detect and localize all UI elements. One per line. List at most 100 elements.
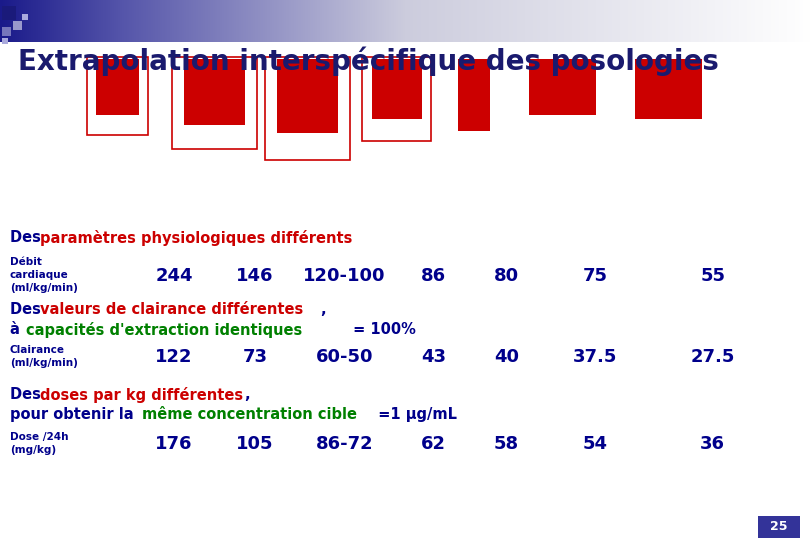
Bar: [397, 0, 398, 42]
Bar: [65, 0, 66, 42]
Bar: [97, 0, 98, 42]
Bar: [712, 0, 713, 42]
Bar: [61, 0, 62, 42]
Bar: [503, 0, 504, 42]
Bar: [616, 0, 617, 42]
Bar: [690, 0, 691, 42]
Bar: [500, 0, 501, 42]
Bar: [418, 0, 419, 42]
Bar: [492, 0, 493, 42]
Bar: [478, 0, 479, 42]
Bar: [497, 0, 498, 42]
Bar: [723, 0, 724, 42]
Bar: [671, 0, 672, 42]
Bar: [528, 0, 529, 42]
Bar: [225, 0, 226, 42]
Bar: [757, 0, 758, 42]
Bar: [436, 0, 437, 42]
Bar: [465, 0, 466, 42]
Bar: [552, 0, 553, 42]
Bar: [738, 0, 739, 42]
Bar: [142, 0, 143, 42]
Bar: [476, 0, 477, 42]
Bar: [795, 0, 796, 42]
Bar: [775, 0, 776, 42]
Bar: [266, 57, 351, 160]
Bar: [382, 0, 383, 42]
Bar: [77, 0, 78, 42]
Bar: [48, 0, 49, 42]
Bar: [429, 0, 430, 42]
Bar: [305, 0, 306, 42]
Bar: [802, 0, 803, 42]
Bar: [521, 0, 522, 42]
Bar: [33, 0, 34, 42]
Bar: [606, 0, 607, 42]
Bar: [88, 0, 89, 42]
Bar: [729, 0, 730, 42]
Bar: [420, 0, 421, 42]
Bar: [695, 0, 696, 42]
Bar: [41, 0, 42, 42]
Bar: [774, 0, 775, 42]
Bar: [686, 0, 687, 42]
Bar: [190, 0, 191, 42]
Text: Des: Des: [10, 230, 46, 245]
Bar: [283, 0, 284, 42]
Bar: [71, 0, 72, 42]
Bar: [425, 0, 426, 42]
Bar: [667, 0, 668, 42]
Bar: [269, 0, 270, 42]
Bar: [769, 0, 770, 42]
Bar: [406, 0, 407, 42]
Bar: [389, 0, 390, 42]
Bar: [213, 0, 214, 42]
Bar: [323, 0, 324, 42]
Bar: [179, 0, 180, 42]
Bar: [303, 0, 304, 42]
Bar: [204, 0, 205, 42]
Bar: [158, 0, 159, 42]
Bar: [515, 0, 516, 42]
Bar: [647, 0, 648, 42]
Bar: [765, 0, 766, 42]
Bar: [92, 0, 93, 42]
Text: valeurs de clairance différentes: valeurs de clairance différentes: [40, 302, 303, 317]
Text: 58: 58: [493, 435, 519, 453]
Bar: [747, 0, 748, 42]
Bar: [415, 0, 416, 42]
Bar: [403, 0, 404, 42]
Bar: [531, 0, 532, 42]
Text: 55: 55: [701, 267, 725, 285]
Bar: [517, 0, 518, 42]
Bar: [19, 0, 20, 42]
Bar: [507, 0, 508, 42]
Bar: [513, 0, 514, 42]
Bar: [263, 0, 264, 42]
Bar: [134, 0, 135, 42]
Bar: [744, 0, 745, 42]
Bar: [494, 0, 495, 42]
Bar: [786, 0, 787, 42]
Bar: [585, 0, 586, 42]
Bar: [772, 0, 773, 42]
Bar: [374, 0, 375, 42]
Bar: [25, 0, 26, 42]
Bar: [384, 0, 385, 42]
Bar: [678, 0, 679, 42]
Bar: [395, 0, 396, 42]
Bar: [49, 0, 50, 42]
Text: 60-50: 60-50: [316, 348, 373, 366]
Bar: [377, 0, 378, 42]
Bar: [450, 0, 451, 42]
Text: 176: 176: [156, 435, 193, 453]
Bar: [297, 0, 298, 42]
Bar: [743, 0, 744, 42]
Bar: [411, 0, 412, 42]
Bar: [114, 0, 115, 42]
Bar: [146, 0, 147, 42]
Bar: [250, 0, 251, 42]
Bar: [561, 0, 562, 42]
Bar: [342, 0, 343, 42]
Bar: [704, 0, 705, 42]
